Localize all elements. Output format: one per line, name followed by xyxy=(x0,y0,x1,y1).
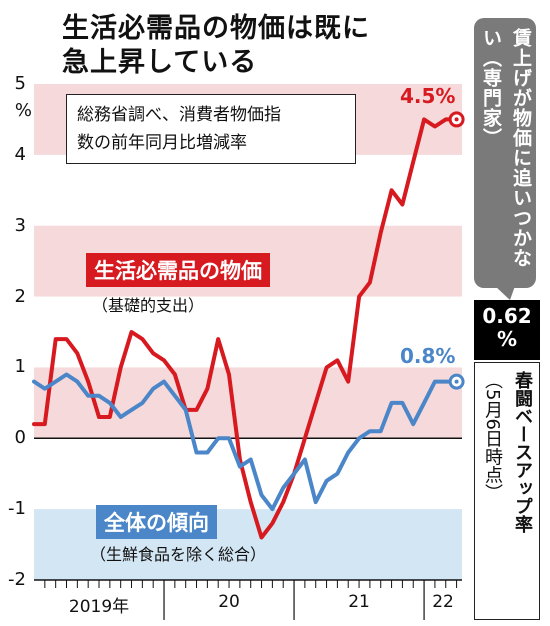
chart-title-line-1: 生活必需品の物価は既に xyxy=(62,13,370,44)
series-end-markers xyxy=(448,111,465,390)
y-unit-label: % xyxy=(14,100,32,121)
series-lines xyxy=(32,117,459,540)
series-end-dot-1 xyxy=(454,379,459,384)
x-tick-label: 21 xyxy=(348,592,370,612)
source-note: 総務省調べ、消費者物価指 数の前年同月比増減率 xyxy=(66,94,356,164)
y-tick-label: 1 xyxy=(14,356,26,378)
y-tick-label: -2 xyxy=(8,569,26,590)
y-tick-label: 0 xyxy=(14,427,26,449)
wage-rate-label-box: 春闘ベースアップ率 （5月6日時点） xyxy=(474,362,540,620)
wage-rate-note: （5月6日時点） xyxy=(482,371,503,502)
red-series-label: 生活必需品の物価 xyxy=(86,253,270,287)
red-series-sublabel: （基礎的支出） xyxy=(92,296,205,315)
y-tick-label: 5 xyxy=(14,73,26,94)
chart-title-line-2: 急上昇している xyxy=(62,47,258,78)
series-line-0 xyxy=(32,117,459,540)
blue-series-label: 全体の傾向 xyxy=(96,505,217,539)
expert-comment-text: 賃上げが物価に追いつかない（専門家） xyxy=(480,28,532,268)
wage-rate-value: 0.62 xyxy=(482,304,532,328)
x-tick-label: 20 xyxy=(218,592,240,612)
bubble-pointer xyxy=(495,286,515,300)
blue-end-value: 0.8% xyxy=(400,344,456,368)
source-note-line-2: 数の前年同月比増減率 xyxy=(77,133,247,153)
y-tick-label: 3 xyxy=(14,214,26,236)
expert-comment-bubble: 賃上げが物価に追いつかない（専門家） xyxy=(474,18,536,288)
source-note-line-1: 総務省調べ、消費者物価指 xyxy=(77,105,281,125)
x-axis xyxy=(34,579,462,620)
series-line-1 xyxy=(32,372,459,512)
series-end-dot-0 xyxy=(454,117,459,122)
wage-rate-label: 春闘ベースアップ率 xyxy=(512,371,533,533)
y-tick-label: -1 xyxy=(8,498,26,520)
blue-series-sublabel: （生鮮食品を除く総合） xyxy=(90,545,267,564)
red-end-value: 4.5% xyxy=(400,84,456,108)
y-tick-label: 4 xyxy=(14,143,26,165)
wage-rate-unit: % xyxy=(496,327,518,351)
x-tick-label: 2019年 xyxy=(68,597,130,617)
y-tick-label: 2 xyxy=(14,285,26,307)
wage-rate-box: 0.62 % xyxy=(474,300,540,360)
x-tick-label: 22 xyxy=(432,592,454,612)
